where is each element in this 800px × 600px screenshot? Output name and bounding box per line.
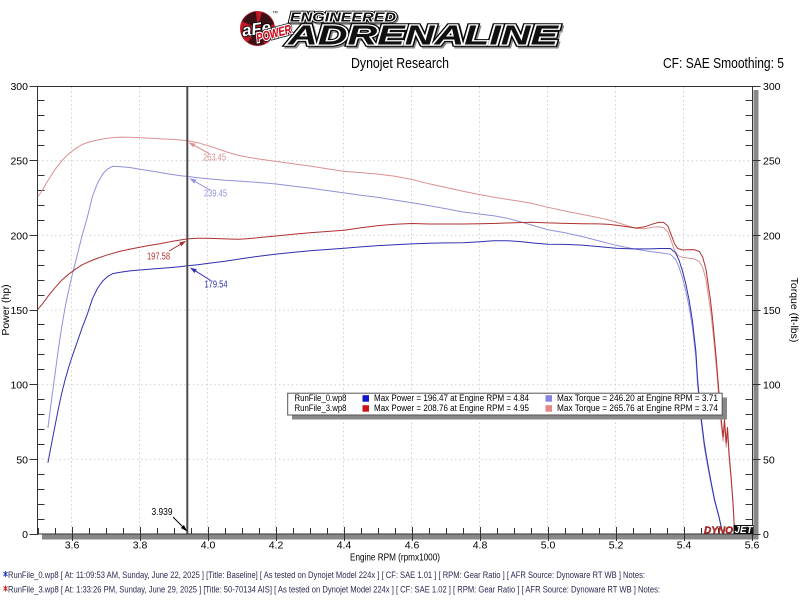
svg-text:250: 250 [763,156,781,168]
svg-text:ADRENALINE: ADRENALINE [288,21,561,52]
svg-text:RunFile_3.wp8 [ At: 1:33:26 PM: RunFile_3.wp8 [ At: 1:33:26 PM, Sunday, … [8,585,660,595]
svg-text:ENGINEERED: ENGINEERED [290,10,397,25]
svg-text:RunFile_3.wp8: RunFile_3.wp8 [295,403,347,413]
svg-text:Max Torque = 265.76 at Engine: Max Torque = 265.76 at Engine RPM = 3.74 [557,403,718,413]
svg-text:Max Torque = 246.20 at Engine: Max Torque = 246.20 at Engine RPM = 3.71 [557,393,718,403]
svg-text:239.45: 239.45 [204,189,227,200]
svg-text:0: 0 [22,529,28,541]
svg-text:197.58: 197.58 [147,252,170,263]
svg-text:150: 150 [763,305,781,317]
svg-text:RunFile_0.wp8: RunFile_0.wp8 [295,393,347,403]
svg-text:300: 300 [10,81,28,93]
svg-text:ENGINEERED: ENGINEERED [291,11,398,26]
svg-text:150: 150 [10,305,28,317]
svg-text:5.2: 5.2 [609,540,624,552]
svg-text:100: 100 [10,380,28,392]
svg-text:CF: SAE Smoothing: 5: CF: SAE Smoothing: 5 [663,55,784,72]
svg-text:3.8: 3.8 [133,540,148,552]
svg-text:4.4: 4.4 [337,540,352,552]
svg-text:5.6: 5.6 [745,540,760,552]
svg-text:JET: JET [735,524,754,536]
svg-text:4.2: 4.2 [269,540,284,552]
svg-text:Engine RPM (rpmx1000): Engine RPM (rpmx1000) [350,552,440,564]
svg-text:0: 0 [763,529,769,541]
svg-text:3.6: 3.6 [65,540,80,552]
svg-text:Torque (ft-lbs): Torque (ft-lbs) [788,278,800,343]
svg-text:5.4: 5.4 [677,540,692,552]
svg-text:ADRENALINE: ADRENALINE [287,20,560,51]
svg-text:263.45: 263.45 [203,153,226,164]
svg-text:4.6: 4.6 [405,540,420,552]
svg-text:4.0: 4.0 [201,540,216,552]
svg-text:Power (hp): Power (hp) [0,284,12,335]
svg-text:™: ™ [272,10,278,17]
svg-text:ENGINEERED: ENGINEERED [290,10,397,25]
svg-text:100: 100 [763,380,781,392]
svg-text:250: 250 [10,156,28,168]
svg-text:Max Power = 196.47 at Engine R: Max Power = 196.47 at Engine RPM = 4.84 [374,393,529,403]
svg-text:4.8: 4.8 [473,540,488,552]
svg-text:Max Power = 208.76 at Engine R: Max Power = 208.76 at Engine RPM = 4.95 [374,403,529,413]
svg-text:200: 200 [10,230,28,242]
svg-text:ADRENALINE: ADRENALINE [287,20,560,51]
svg-text:ENGINEERED: ENGINEERED [290,10,397,25]
svg-text:RunFile_0.wp8 [ At: 11:09:53 A: RunFile_0.wp8 [ At: 11:09:53 AM, Sunday,… [8,570,645,580]
svg-text:300: 300 [763,81,781,93]
svg-text:200: 200 [763,230,781,242]
svg-text:50: 50 [16,454,28,466]
svg-text:DYNO: DYNO [704,525,733,537]
svg-text:179.54: 179.54 [205,280,228,291]
svg-text:ADRENALINE: ADRENALINE [287,20,560,51]
svg-text:50: 50 [763,454,775,466]
svg-text:Dynojet Research: Dynojet Research [351,55,449,72]
svg-text:3.939: 3.939 [152,507,173,518]
svg-text:5.0: 5.0 [541,540,556,552]
svg-text:aFe: aFe [241,18,272,41]
